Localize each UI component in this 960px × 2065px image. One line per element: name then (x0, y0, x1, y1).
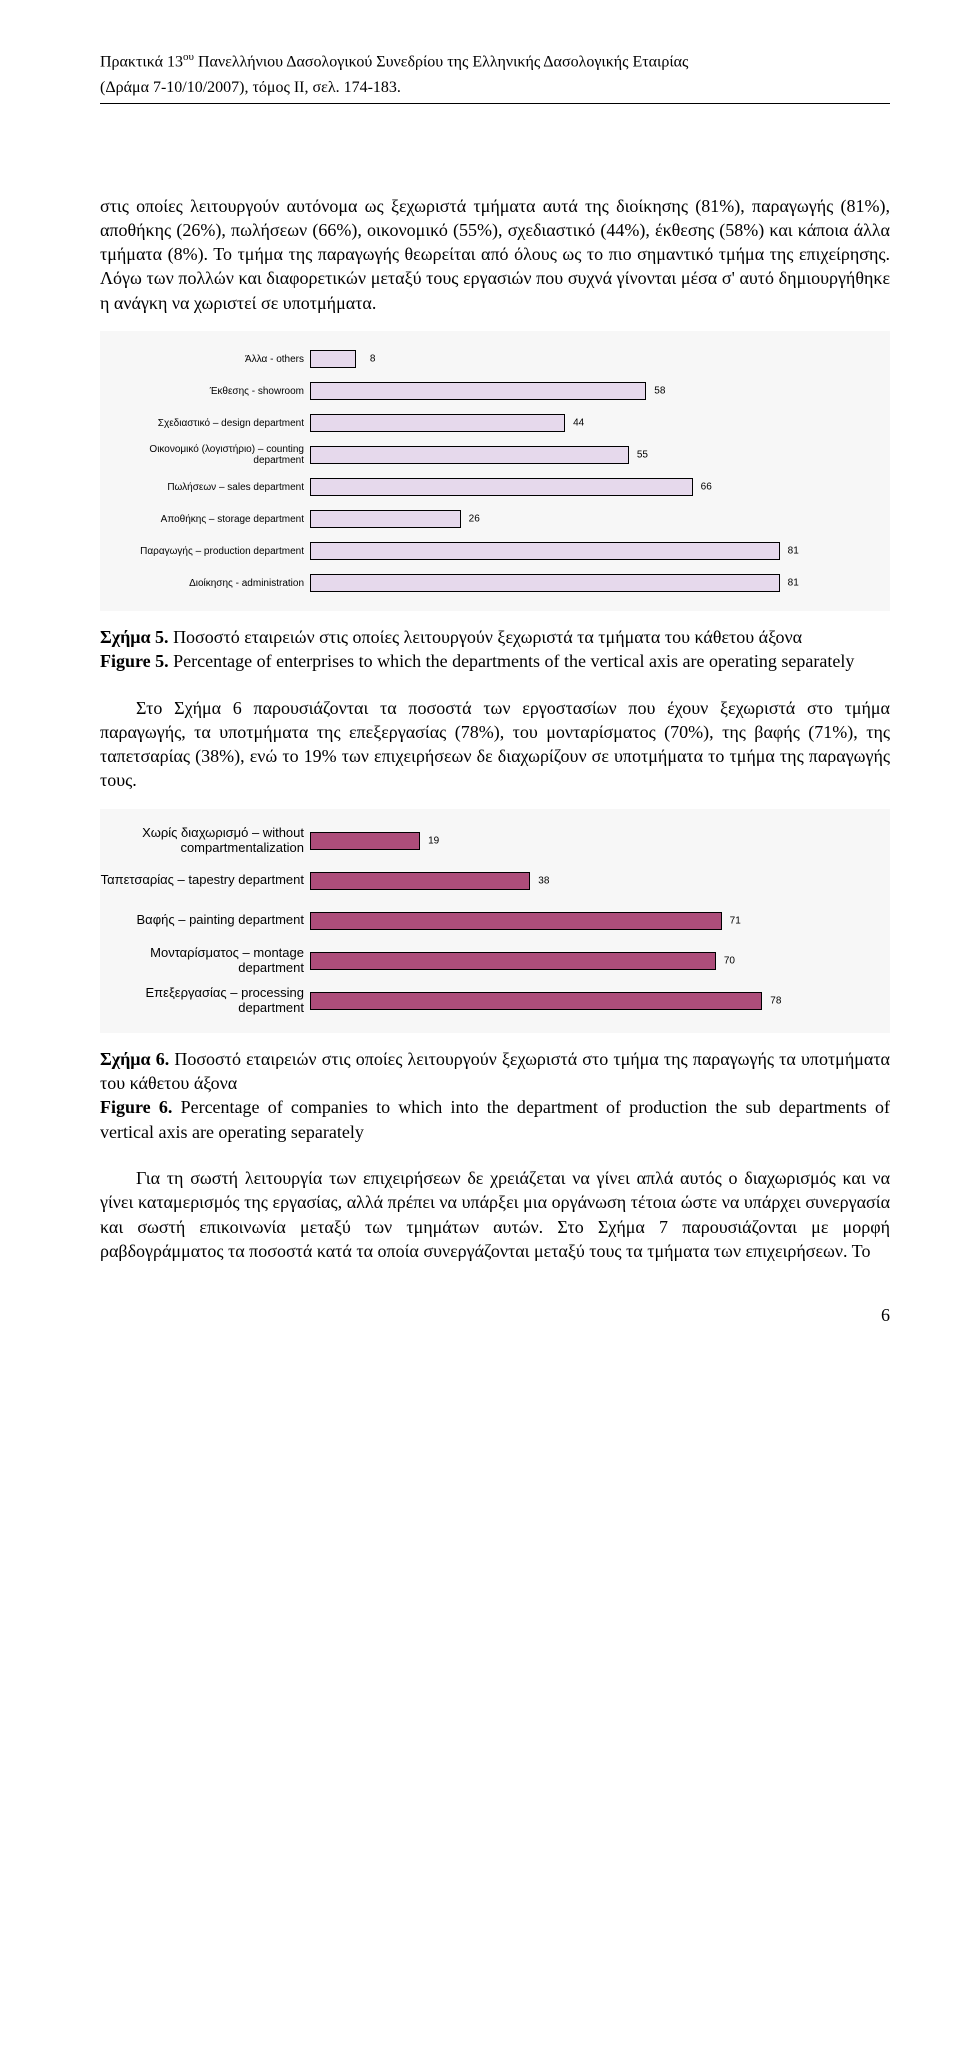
bar-track: 66 (310, 471, 890, 503)
bar-label: Διοίκησης - administration (100, 578, 310, 589)
caption-6-title-gr: Σχήμα 6. (100, 1049, 169, 1069)
caption-6: Σχήμα 6. Ποσοστό εταιρειών στις οποίες λ… (100, 1047, 890, 1144)
bar: 19 (310, 832, 420, 850)
bar-row: Χωρίς διαχωρισμό – without compartmental… (100, 821, 890, 861)
header-cont: Πανελλήνιου Δασολογικού Συνεδρίου της Ελ… (194, 53, 688, 70)
bar-value: 19 (428, 834, 439, 848)
caption-6-title-en: Figure 6. (100, 1097, 172, 1117)
bar-row: Έκθεσης - showroom58 (100, 375, 890, 407)
bar-value: 8 (370, 352, 376, 366)
bar-track: 58 (310, 375, 890, 407)
bar: 55 (310, 446, 629, 464)
bar-label: Βαφής – painting department (100, 913, 310, 928)
bar-value: 81 (788, 576, 799, 590)
bar-row: Σχεδιαστικό – design department44 (100, 407, 890, 439)
bar-label: Αποθήκης – storage department (100, 514, 310, 525)
caption-6-text-gr: Ποσοστό εταιρειών στις οποίες λειτουργού… (100, 1049, 890, 1093)
bar-value: 78 (770, 994, 781, 1008)
bar-row: Διοίκησης - administration81 (100, 567, 890, 599)
bar: 58 (310, 382, 646, 400)
caption-5: Σχήμα 5. Ποσοστό εταιρειών στις οποίες λ… (100, 625, 890, 674)
paragraph-3: Για τη σωστή λειτουργία των επιχειρήσεων… (100, 1166, 890, 1263)
bar-track: 38 (310, 861, 890, 901)
bar-track: 44 (310, 407, 890, 439)
bar: 66 (310, 478, 693, 496)
bar-value: 71 (730, 914, 741, 928)
bar-track: 78 (310, 981, 890, 1021)
caption-5-title-en: Figure 5. (100, 651, 169, 671)
bar: 81 (310, 574, 780, 592)
bar: 78 (310, 992, 762, 1010)
caption-5-text-gr: Ποσοστό εταιρειών στις οποίες λειτουργού… (169, 627, 802, 647)
bar-value: 26 (469, 512, 480, 526)
bar-row: Βαφής – painting department71 (100, 901, 890, 941)
chart-departments: Άλλα - others8Έκθεσης - showroom58Σχεδια… (100, 331, 890, 611)
header-rule (100, 103, 890, 104)
paragraph-1: στις οποίες λειτουργούν αυτόνομα ως ξεχω… (100, 194, 890, 315)
bar: 8 (310, 350, 356, 368)
bar-label: Ταπετσαρίας – tapestry department (100, 873, 310, 888)
bar-row: Ταπετσαρίας – tapestry department38 (100, 861, 890, 901)
bar-label: Παραγωγής – production department (100, 546, 310, 557)
bar-value: 66 (701, 480, 712, 494)
bar-track: 8 (310, 343, 890, 375)
bar-track: 81 (310, 567, 890, 599)
bar: 38 (310, 872, 530, 890)
bar-track: 71 (310, 901, 890, 941)
bar: 70 (310, 952, 716, 970)
bar-value: 58 (654, 384, 665, 398)
caption-6-text-en: Percentage of companies to which into th… (100, 1097, 890, 1141)
bar-row: Μονταρίσματος – montage department70 (100, 941, 890, 981)
bar-value: 44 (573, 416, 584, 430)
bar-row: Αποθήκης – storage department26 (100, 503, 890, 535)
bar: 71 (310, 912, 722, 930)
bar-value: 70 (724, 954, 735, 968)
bar-value: 55 (637, 448, 648, 462)
bar-track: 55 (310, 439, 890, 471)
bar-label: Άλλα - others (100, 354, 310, 365)
bar-row: Άλλα - others8 (100, 343, 890, 375)
bar-row: Παραγωγής – production department81 (100, 535, 890, 567)
bar: 44 (310, 414, 565, 432)
bar-label: Μονταρίσματος – montage department (100, 946, 310, 976)
bar-track: 70 (310, 941, 890, 981)
bar-track: 19 (310, 821, 890, 861)
bar-value: 38 (538, 874, 549, 888)
bar-track: 26 (310, 503, 890, 535)
chart-production-sub: Χωρίς διαχωρισμό – without compartmental… (100, 809, 890, 1033)
header-text: Πρακτικά 13 (100, 53, 183, 70)
page-header: Πρακτικά 13ου Πανελλήνιου Δασολογικού Συ… (100, 50, 890, 73)
bar-row: Οικονομικό (λογιστήριο) – counting depar… (100, 439, 890, 471)
bar-label: Οικονομικό (λογιστήριο) – counting depar… (100, 444, 310, 466)
bar-row: Πωλήσεων – sales department66 (100, 471, 890, 503)
bar-track: 81 (310, 535, 890, 567)
bar-row: Επεξεργασίας – processing department78 (100, 981, 890, 1021)
caption-5-title-gr: Σχήμα 5. (100, 627, 169, 647)
bar-label: Πωλήσεων – sales department (100, 482, 310, 493)
bar: 81 (310, 542, 780, 560)
bar-label: Επεξεργασίας – processing department (100, 986, 310, 1016)
bar-label: Χωρίς διαχωρισμό – without compartmental… (100, 826, 310, 856)
bar-label: Έκθεσης - showroom (100, 386, 310, 397)
caption-5-text-en: Percentage of enterprises to which the d… (169, 651, 855, 671)
paragraph-2: Στο Σχήμα 6 παρουσιάζονται τα ποσοστά τω… (100, 696, 890, 793)
bar: 26 (310, 510, 461, 528)
bar-label: Σχεδιαστικό – design department (100, 418, 310, 429)
header-sup: ου (183, 51, 194, 63)
page-number: 6 (100, 1303, 890, 1327)
bar-value: 81 (788, 544, 799, 558)
page-header-line2: (Δράμα 7-10/10/2007), τόμος ΙΙ, σελ. 174… (100, 77, 890, 99)
